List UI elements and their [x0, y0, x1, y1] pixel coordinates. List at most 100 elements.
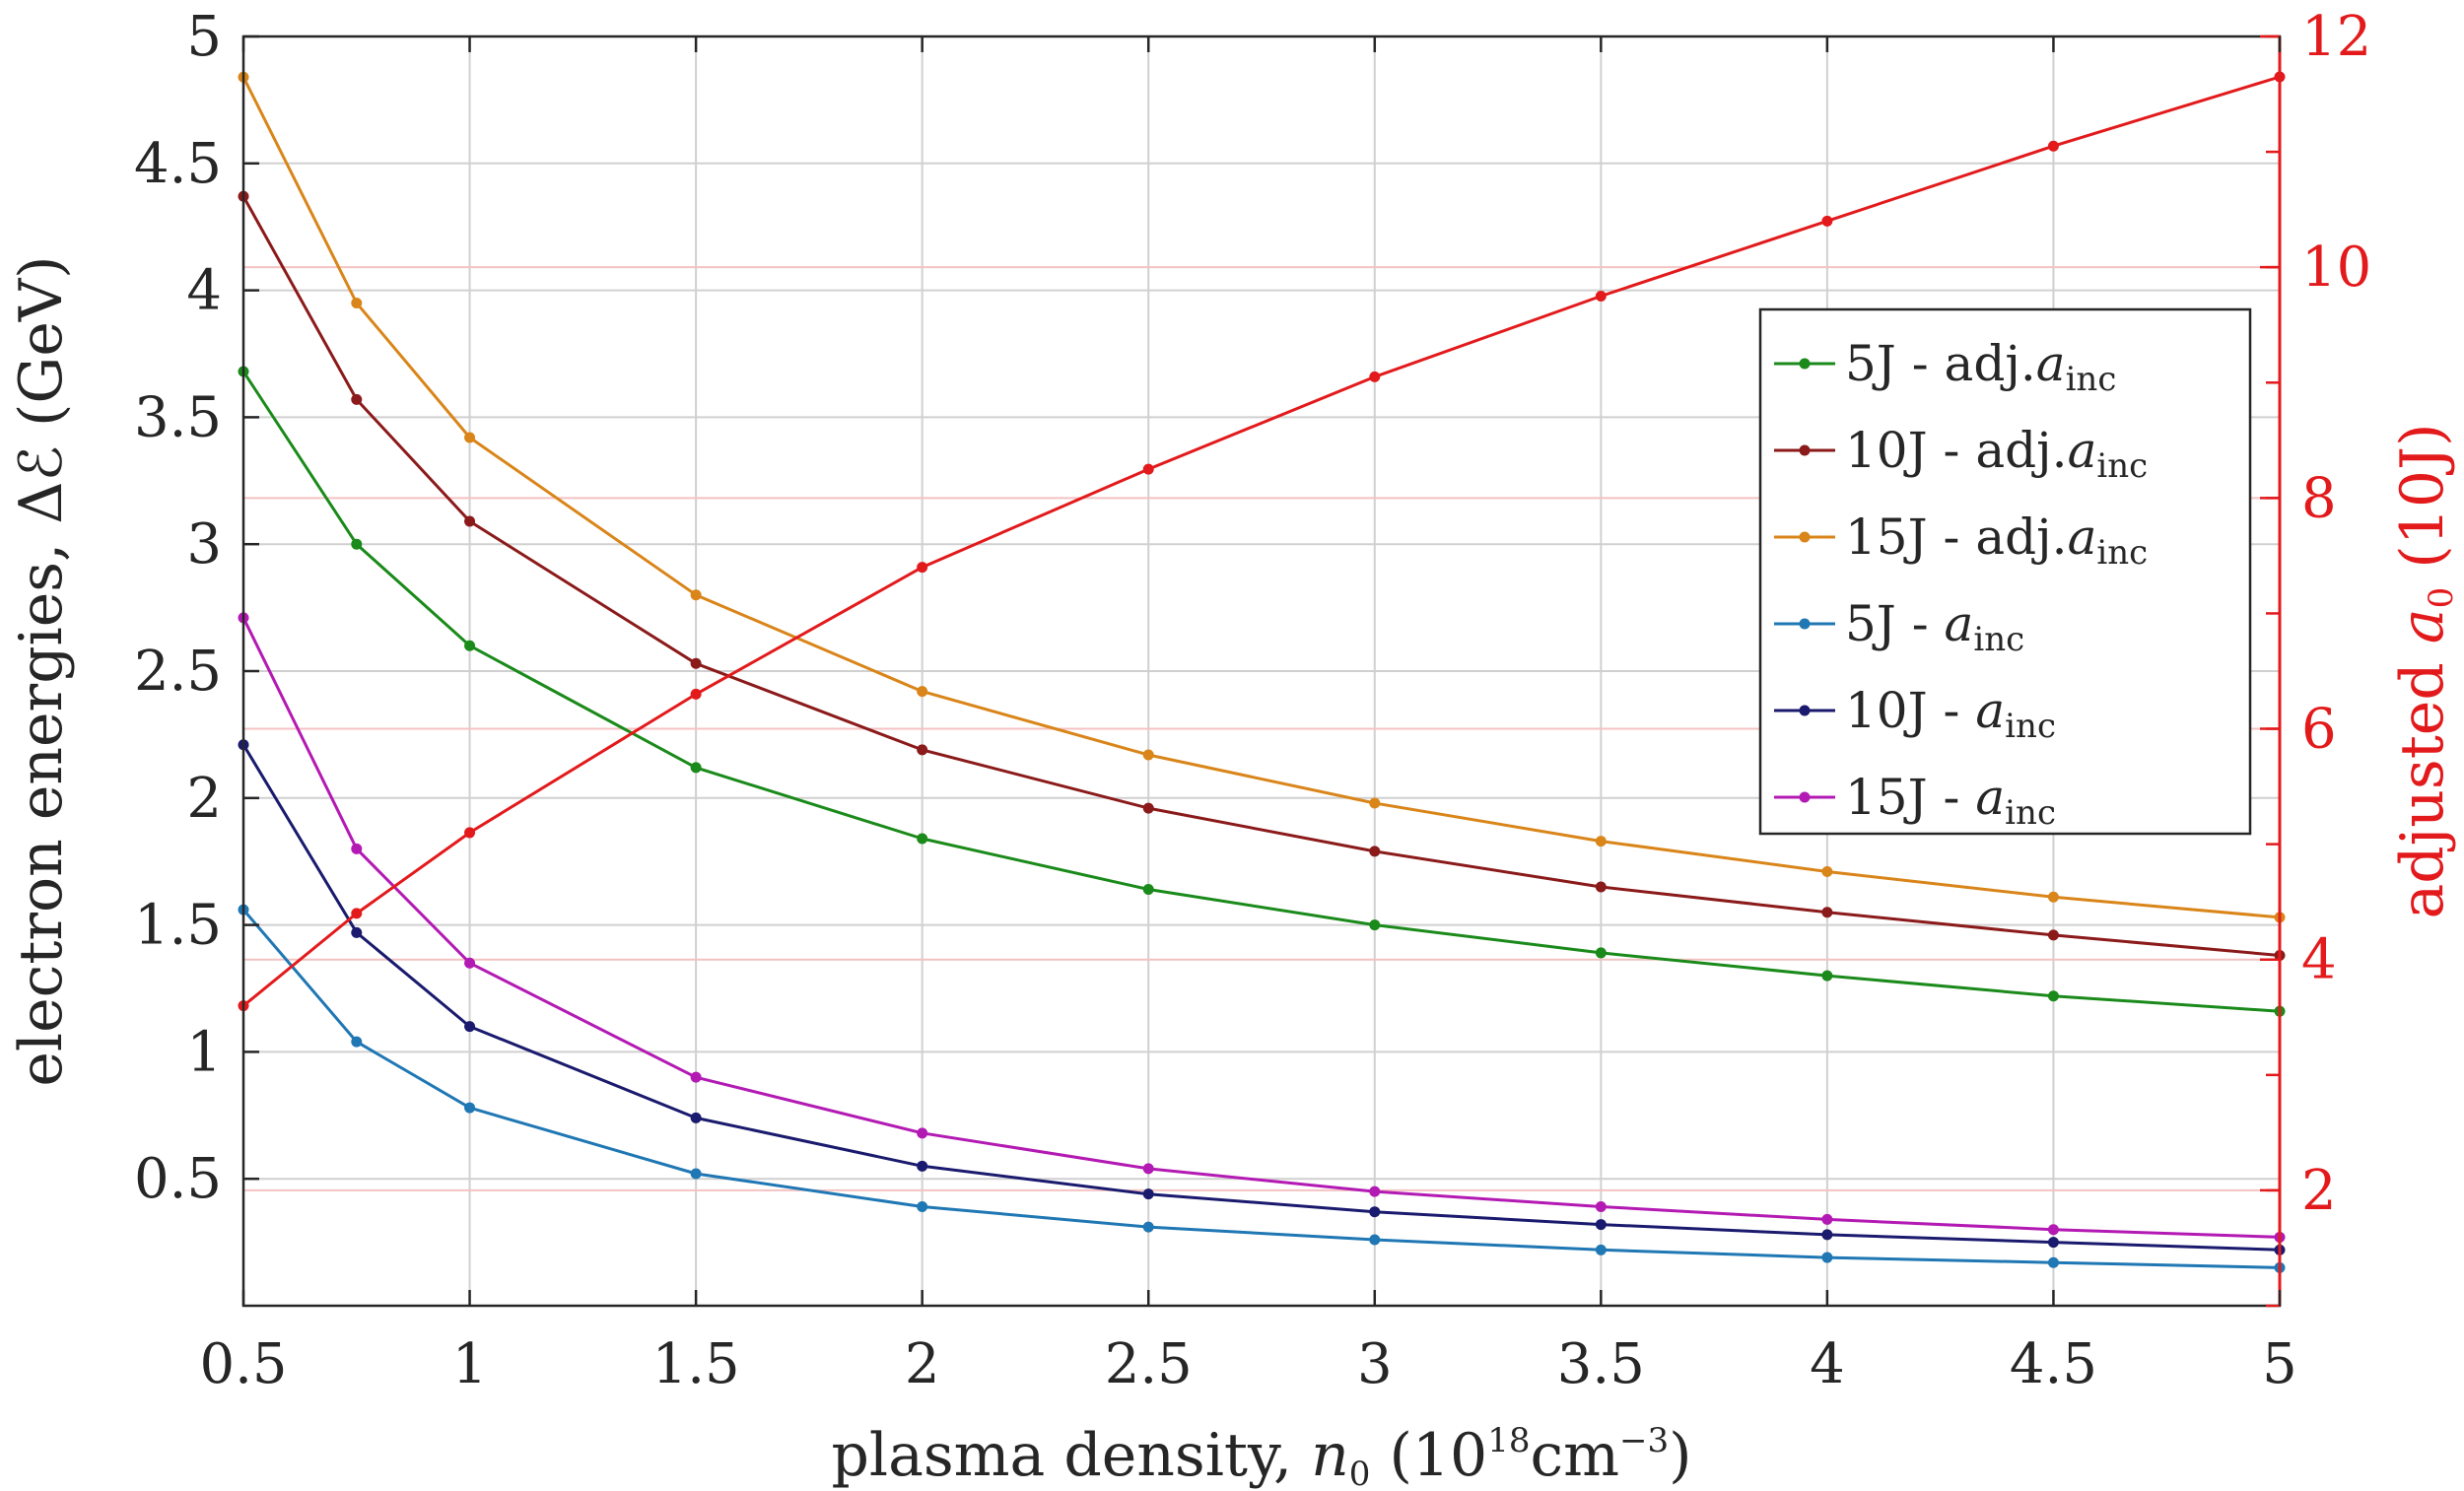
x-tick-label: 5 [2262, 1332, 2297, 1396]
y-tick-label: 1 [186, 1020, 222, 1084]
data-point [1821, 907, 1833, 918]
data-point [464, 515, 476, 527]
data-point [2047, 891, 2059, 903]
x-tick-label: 4 [1810, 1332, 1845, 1396]
bottom-axis-ticks: 0.5 1 1.5 2 2.5 3 3.5 4 4.5 5 [199, 36, 2297, 1396]
data-point [1369, 919, 1381, 931]
data-point [2047, 140, 2059, 152]
legend-entry-4: 10J - ainc [1774, 682, 2056, 746]
data-point [690, 589, 702, 601]
legend-swatch-marker [1799, 358, 1811, 370]
legend-swatch-marker [1799, 791, 1811, 803]
x-tick-label: 4.5 [2010, 1332, 2097, 1396]
legend-entry-0: 5J - adj.ainc [1774, 335, 2116, 399]
data-point [464, 957, 476, 969]
legend-swatch-marker [1799, 705, 1811, 716]
data-point [1369, 1234, 1381, 1246]
legend-entry-2: 15J - adj.ainc [1774, 508, 2148, 573]
data-point [917, 562, 928, 574]
x-axis-label: plasma density, n0 (1018cm−3) [831, 1421, 1691, 1491]
legend-swatch-marker [1799, 531, 1811, 543]
data-point [351, 538, 363, 550]
data-point [1821, 866, 1833, 878]
data-point [690, 762, 702, 774]
data-point [917, 686, 928, 698]
data-point [464, 640, 476, 651]
series-1 [238, 190, 2286, 962]
legend-entry-1: 10J - adj.ainc [1774, 422, 2148, 486]
data-point [1821, 215, 1833, 227]
data-point [351, 393, 363, 405]
data-point [1595, 947, 1607, 959]
data-point [464, 827, 476, 839]
y-tick-label: 0.5 [134, 1147, 222, 1211]
y2-axis-label: adjusted a0 (10J) [2388, 423, 2461, 918]
data-point [1821, 1252, 1833, 1263]
data-point [351, 1036, 363, 1048]
x-tick-label: 1 [452, 1332, 488, 1396]
data-point [1821, 1213, 1833, 1225]
x-tick-label: 3 [1357, 1332, 1393, 1396]
legend-label: 15J - ainc [1845, 769, 2056, 833]
data-point [1142, 1188, 1154, 1200]
series-0 [238, 366, 2286, 1017]
series-6 [238, 71, 2286, 1012]
legend-swatch-marker [1799, 444, 1811, 456]
data-point [1821, 1229, 1833, 1241]
data-point [690, 1112, 702, 1123]
data-point [917, 1127, 928, 1139]
data-point [464, 1102, 476, 1114]
data-point [2047, 1224, 2059, 1236]
data-point [690, 1168, 702, 1180]
data-point [1595, 1244, 1607, 1255]
legend-label: 10J - adj.ainc [1845, 422, 2148, 486]
legend-entry-5: 15J - ainc [1774, 769, 2056, 833]
y-tick-label: 2 [186, 767, 222, 831]
data-point [1142, 1221, 1154, 1233]
data-point [1595, 1219, 1607, 1231]
data-point [2047, 929, 2059, 941]
y2-tick-label: 2 [2301, 1159, 2337, 1223]
series-5 [238, 612, 2286, 1243]
data-point [1595, 1201, 1607, 1213]
data-point [1369, 1186, 1381, 1197]
data-point [1595, 836, 1607, 847]
data-point [1369, 797, 1381, 809]
data-point [1369, 846, 1381, 857]
data-point [351, 908, 363, 919]
data-point [351, 926, 363, 938]
y2-tick-label: 4 [2301, 928, 2337, 992]
data-point [464, 1021, 476, 1033]
data-point [917, 833, 928, 845]
data-point [690, 657, 702, 669]
y2-tick-label: 8 [2301, 466, 2337, 530]
y-tick-label: 2.5 [134, 640, 222, 704]
y-tick-label: 3 [186, 512, 222, 576]
legend-box [1758, 307, 2252, 836]
data-point [1369, 1206, 1381, 1218]
data-point [1369, 371, 1381, 382]
y-tick-label: 5 [186, 5, 222, 69]
y-tick-label: 1.5 [134, 894, 222, 958]
y-tick-label: 4.5 [134, 132, 222, 196]
data-point [464, 432, 476, 443]
series-layer [238, 71, 2286, 1273]
data-point [1821, 970, 1833, 982]
series-line [241, 909, 2281, 1269]
legend-label: 15J - adj.ainc [1845, 508, 2148, 573]
data-point [1595, 881, 1607, 893]
data-point [1142, 802, 1154, 814]
data-point [690, 688, 702, 700]
legend-label: 5J - adj.ainc [1845, 335, 2116, 399]
data-point [1142, 749, 1154, 761]
data-point [2047, 1237, 2059, 1249]
legend-swatch-marker [1799, 618, 1811, 630]
y-tick-label: 3.5 [134, 385, 222, 449]
series-3 [238, 904, 2286, 1273]
data-point [690, 1071, 702, 1083]
y2-tick-label: 12 [2301, 5, 2371, 69]
legend-entry-3: 5J - ainc [1774, 595, 2024, 659]
data-point [2047, 1256, 2059, 1268]
data-point [351, 843, 363, 854]
